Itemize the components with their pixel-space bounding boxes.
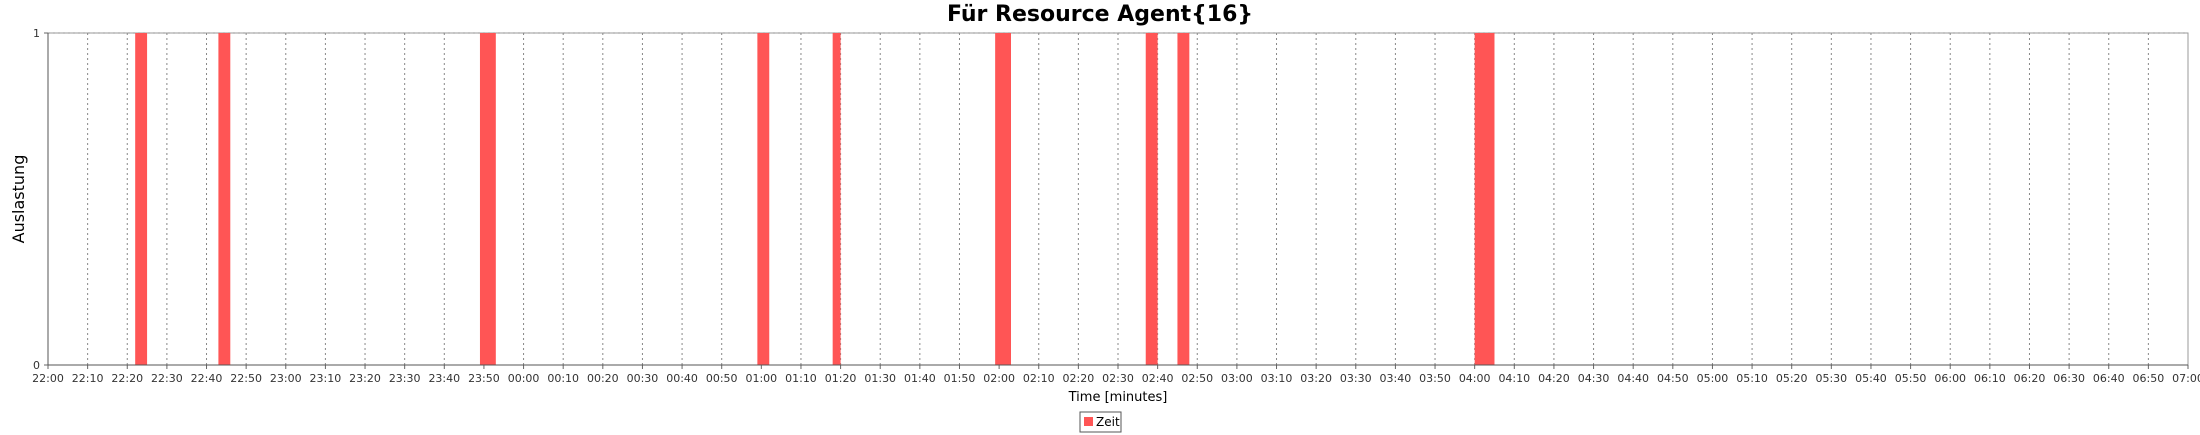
x-tick-label: 02:10 — [1023, 372, 1055, 385]
x-tick-label: 03:10 — [1261, 372, 1293, 385]
x-tick-label: 00:40 — [666, 372, 698, 385]
x-tick-label: 22:30 — [151, 372, 183, 385]
legend: Zeit — [1079, 411, 1122, 433]
x-tick-label: 04:30 — [1578, 372, 1610, 385]
x-tick-label: 05:50 — [1895, 372, 1927, 385]
x-tick-label: 05:40 — [1855, 372, 1887, 385]
y-axis-label: Auslastung — [9, 155, 28, 244]
bar — [832, 33, 841, 365]
x-tick-label: 03:20 — [1300, 372, 1332, 385]
bar — [1177, 33, 1190, 365]
x-tick-label: 05:00 — [1697, 372, 1729, 385]
x-tick-label: 22:20 — [111, 372, 143, 385]
legend-label: Zeit — [1096, 415, 1120, 429]
legend-swatch — [1084, 417, 1093, 426]
x-tick-label: 00:50 — [706, 372, 738, 385]
x-tick-label: 03:50 — [1419, 372, 1451, 385]
x-tick-label: 04:10 — [1498, 372, 1530, 385]
x-tick-label: 00:30 — [627, 372, 659, 385]
y-tick-label: 1 — [33, 27, 40, 40]
x-tick-label: 06:20 — [2014, 372, 2046, 385]
x-tick-label: 07:00 — [2172, 372, 2200, 385]
x-tick-label: 02:30 — [1102, 372, 1134, 385]
y-tick-labels: 01 — [33, 27, 40, 372]
x-tick-label: 23:00 — [270, 372, 302, 385]
bar — [218, 33, 231, 365]
grid-lines — [48, 32, 2188, 365]
x-tick-label: 23:20 — [349, 372, 381, 385]
bar — [995, 33, 1011, 365]
x-tick-label: 23:40 — [428, 372, 460, 385]
x-tick-label: 02:50 — [1181, 372, 1213, 385]
x-tick-label: 05:20 — [1776, 372, 1808, 385]
bar — [757, 33, 770, 365]
x-tick-label: 06:40 — [2093, 372, 2125, 385]
x-tick-label: 01:30 — [864, 372, 896, 385]
x-tick-label: 06:00 — [1934, 372, 1966, 385]
x-tick-label: 00:00 — [508, 372, 540, 385]
x-tick-label: 05:30 — [1815, 372, 1847, 385]
x-tick-label: 02:20 — [1063, 372, 1095, 385]
x-tick-label: 23:50 — [468, 372, 500, 385]
chart-title: Für Resource Agent{16} — [946, 2, 1254, 27]
x-tick-label: 01:10 — [785, 372, 817, 385]
x-tick-label: 05:10 — [1736, 372, 1768, 385]
x-tick-label: 06:30 — [2053, 372, 2085, 385]
x-tick-label: 04:50 — [1657, 372, 1689, 385]
x-tick-label: 22:50 — [230, 372, 262, 385]
x-tick-label: 02:00 — [983, 372, 1015, 385]
x-tick-label: 22:00 — [32, 372, 64, 385]
bar — [1145, 33, 1158, 365]
x-tick-label: 01:00 — [745, 372, 777, 385]
bars — [135, 33, 1495, 365]
bar — [479, 33, 496, 365]
x-tick-label: 22:10 — [72, 372, 104, 385]
x-tick-label: 04:00 — [1459, 372, 1491, 385]
x-tick-label: 23:10 — [310, 372, 342, 385]
x-tick-label: 00:10 — [547, 372, 579, 385]
y-tick-label: 0 — [33, 359, 40, 372]
x-tick-label: 06:50 — [2133, 372, 2165, 385]
bar — [1474, 33, 1495, 365]
x-tick-label: 04:20 — [1538, 372, 1570, 385]
x-tick-label: 03:00 — [1221, 372, 1253, 385]
x-tick-label: 04:40 — [1617, 372, 1649, 385]
x-tick-labels: 22:00 22:10 22:20 22:30 22:40 22:50 23:00 23:10… — [32, 372, 2200, 385]
x-tick-label: 01:50 — [944, 372, 976, 385]
x-tick-label: 01:20 — [825, 372, 857, 385]
bar — [135, 33, 148, 365]
x-tick-label: 01:40 — [904, 372, 936, 385]
x-tick-label: 23:30 — [389, 372, 421, 385]
x-tick-label: 02:40 — [1142, 372, 1174, 385]
x-tick-label: 00:20 — [587, 372, 619, 385]
x-tick-label: 06:10 — [1974, 372, 2006, 385]
x-tick-label: 03:40 — [1380, 372, 1412, 385]
x-axis-label: Time [minutes] — [1068, 390, 1168, 405]
x-tick-label: 22:40 — [191, 372, 223, 385]
x-tick-label: 03:30 — [1340, 372, 1372, 385]
axes — [44, 32, 2189, 369]
